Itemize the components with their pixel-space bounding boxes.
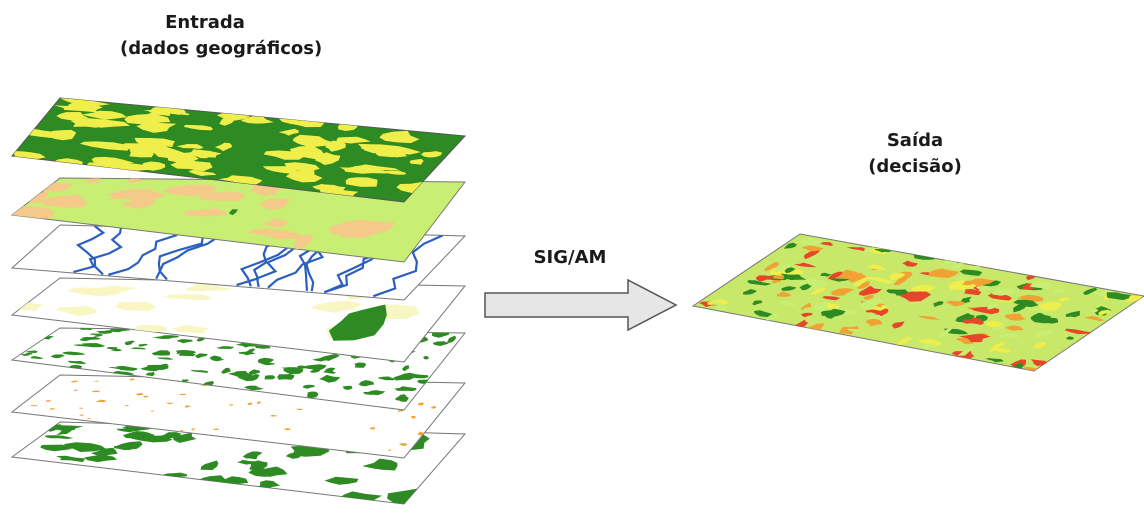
output-subtitle: (decisão) bbox=[868, 156, 962, 177]
process-label: SIG/AM bbox=[520, 245, 620, 271]
process-arrow bbox=[484, 278, 678, 332]
output-label: Saída (decisão) bbox=[845, 128, 985, 180]
layer-4 bbox=[10, 277, 467, 363]
layer-2-patches bbox=[12, 178, 395, 250]
output-map bbox=[691, 233, 1144, 372]
input-title: Entrada bbox=[165, 12, 245, 33]
layer-1 bbox=[11, 97, 467, 203]
process-title: SIG/AM bbox=[533, 247, 607, 268]
output-map-patches bbox=[699, 237, 1144, 371]
input-label: Entrada (dados geográficos) bbox=[120, 10, 323, 62]
input-subtitle: (dados geográficos) bbox=[120, 38, 323, 59]
layer-2 bbox=[10, 177, 467, 263]
output-title: Saída bbox=[886, 130, 944, 151]
layer-1-patches bbox=[12, 98, 443, 199]
